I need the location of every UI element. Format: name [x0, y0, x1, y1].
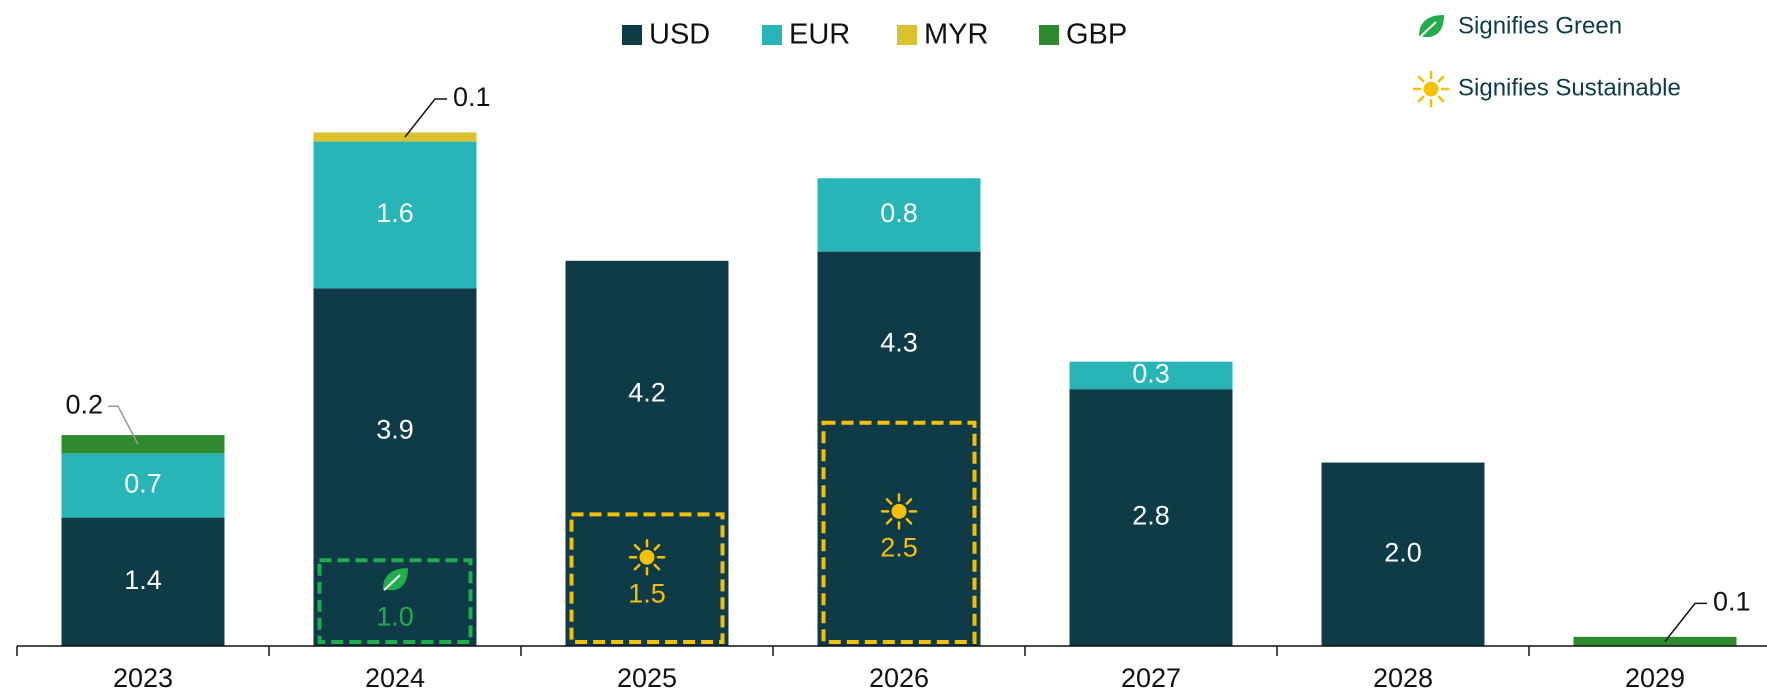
sun-ray — [885, 498, 893, 505]
legend-label: GBP — [1066, 19, 1127, 51]
data-label: 0.3 — [1132, 359, 1170, 389]
bar-segment — [1069, 389, 1233, 646]
highlight-legend-label: Signifies Green — [1458, 12, 1622, 39]
bar-segment — [1321, 462, 1485, 646]
data-label: 0.2 — [65, 389, 103, 419]
sun-core — [1423, 81, 1439, 97]
sun-ray — [1417, 95, 1425, 103]
x-tick-label: 2025 — [617, 663, 677, 693]
legend-swatch — [762, 25, 782, 45]
highlight-box — [569, 512, 725, 645]
sun-ray — [653, 543, 661, 551]
callout-line — [404, 98, 447, 138]
sun-ray — [905, 498, 913, 505]
bar-segment — [313, 141, 477, 289]
bar-segment — [61, 435, 225, 454]
leaf-vein — [1419, 21, 1437, 38]
sun-icon — [880, 493, 918, 530]
bar-segment — [313, 132, 477, 142]
legend-swatch — [622, 25, 642, 45]
sun-ray — [885, 517, 893, 525]
highlight-legend-label: Signifies Sustainable — [1458, 74, 1681, 101]
data-label: 1.4 — [124, 565, 162, 595]
highlight-label: 1.5 — [628, 578, 666, 608]
sun-ray — [905, 517, 913, 525]
bar-segment — [817, 178, 981, 252]
bar-segment — [61, 517, 225, 646]
sun-ray — [1437, 95, 1445, 103]
x-tick-label: 2023 — [113, 663, 173, 693]
data-label: 1.6 — [376, 198, 414, 228]
sun-ray — [633, 563, 641, 571]
x-tick-label: 2024 — [365, 663, 425, 693]
sun-ray — [633, 543, 641, 551]
x-tick-label: 2028 — [1373, 663, 1433, 693]
bar-segment — [1069, 361, 1233, 390]
sun-ray — [1417, 75, 1425, 83]
x-tick-label: 2027 — [1121, 663, 1181, 693]
highlight-box — [821, 420, 977, 645]
leaf-icon — [1419, 15, 1444, 38]
data-label: 0.8 — [880, 198, 918, 228]
legend-swatch — [1039, 25, 1059, 45]
highlight-label: 2.5 — [880, 532, 918, 562]
sun-ray — [653, 563, 661, 571]
x-tick-label: 2029 — [1625, 663, 1685, 693]
bar-segment — [61, 453, 225, 518]
callout-line — [1664, 602, 1707, 642]
sun-ray — [1437, 75, 1445, 83]
data-label: 2.8 — [1132, 501, 1170, 531]
bar-segment — [1573, 636, 1737, 646]
legend-label: EUR — [789, 19, 850, 51]
data-label: 4.2 — [628, 378, 666, 408]
sun-core — [891, 503, 907, 519]
sun-icon — [1412, 70, 1450, 108]
bar-segment — [817, 251, 981, 646]
bar-segment — [565, 260, 729, 646]
callout-line — [108, 405, 139, 445]
highlight-label: 1.0 — [376, 601, 414, 631]
data-label: 2.0 — [1384, 537, 1422, 567]
data-label: 0.7 — [124, 469, 162, 499]
bar-segment — [313, 288, 477, 646]
legend-label: USD — [649, 19, 710, 51]
data-label: 0.1 — [1713, 587, 1751, 617]
data-label: 3.9 — [376, 414, 414, 444]
data-label: 0.1 — [453, 82, 491, 112]
legend-swatch — [897, 25, 917, 45]
highlight-box — [317, 558, 473, 644]
leaf-icon — [383, 568, 408, 591]
data-label: 4.3 — [880, 327, 918, 357]
legend-label: MYR — [924, 19, 988, 51]
x-tick-label: 2026 — [869, 663, 929, 693]
sun-core — [639, 549, 655, 565]
leaf-vein — [383, 574, 401, 591]
sun-icon — [628, 538, 666, 576]
